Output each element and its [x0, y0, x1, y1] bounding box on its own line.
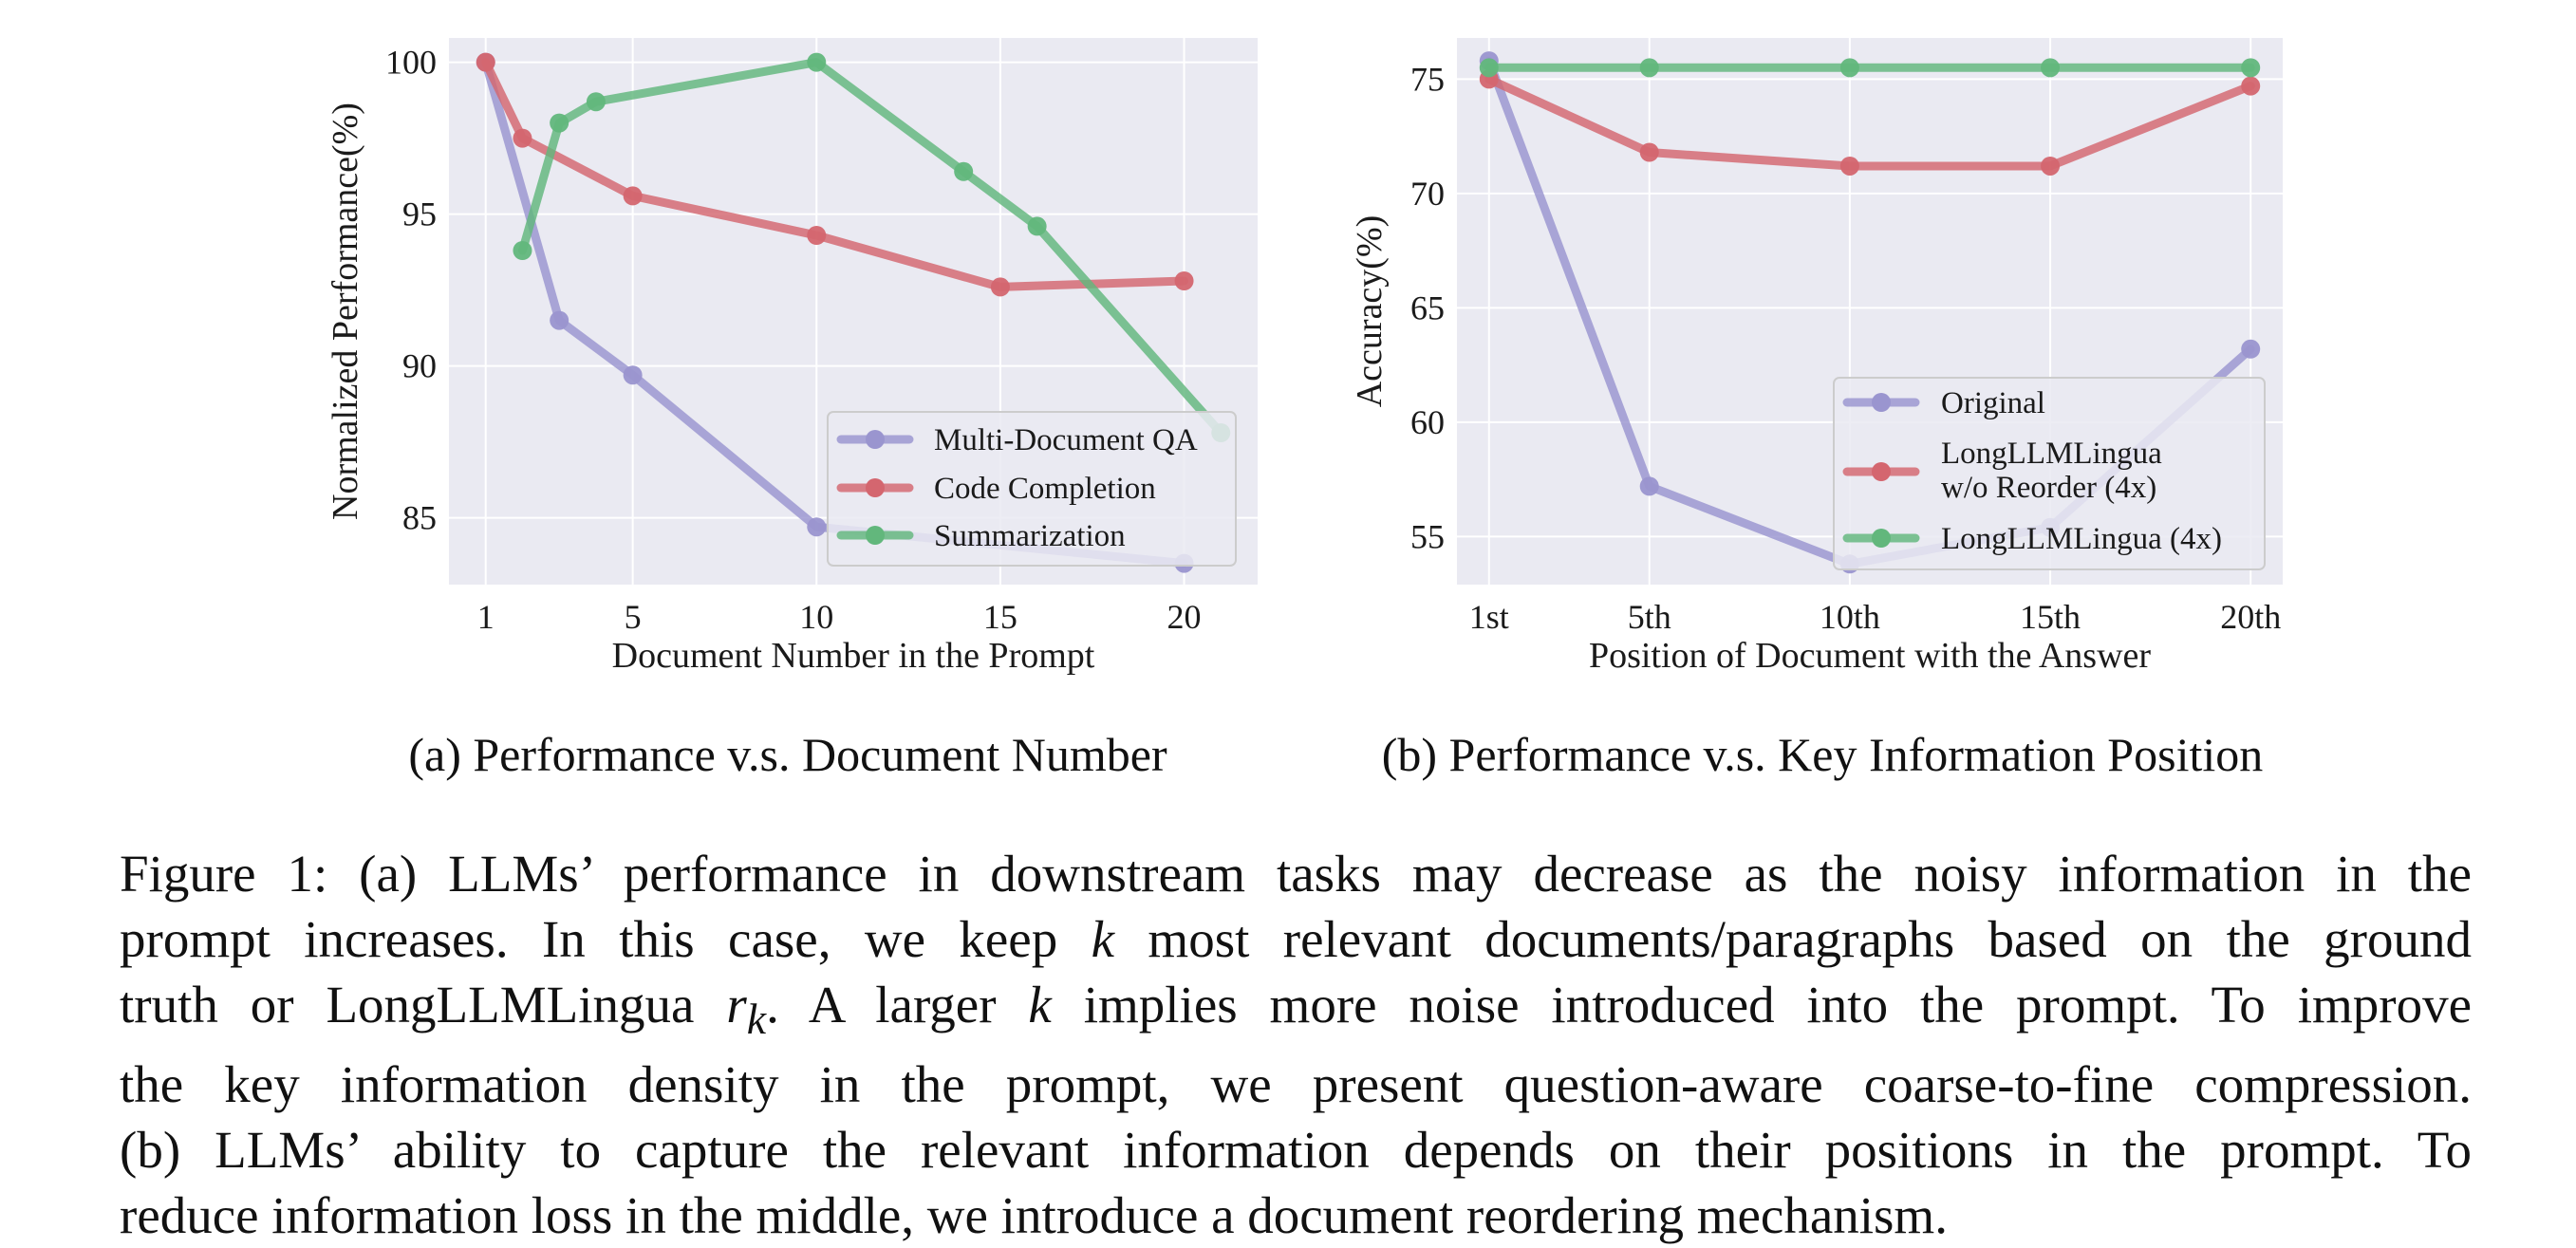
data-point: [513, 241, 532, 260]
caption-text: prompt increases. In this case, we keep: [120, 910, 1092, 968]
data-point: [807, 226, 827, 245]
caption-text: implies more noise introduced into the p…: [1051, 976, 2472, 1034]
subcaption: (b) Performance v.s. Key Information Pos…: [1382, 728, 2264, 781]
caption-line: truth or LongLLMLingua rk. A larger k im…: [120, 972, 2472, 1052]
x-tick-label: 20: [1167, 598, 1202, 636]
legend-label: Multi-Document QA: [934, 423, 1198, 457]
data-point: [623, 186, 643, 206]
chart-b: 55 60 65 70 75 1st 5th 10th 15th 20th Position of …: [1350, 38, 2283, 781]
legend-marker: [866, 430, 885, 449]
data-point: [2241, 76, 2261, 96]
x-tick-label: 10th: [1820, 598, 1880, 636]
y-tick-label: 65: [1410, 289, 1445, 326]
x-tick-label: 20th: [2220, 598, 2281, 636]
data-point: [1639, 58, 1659, 78]
y-tick-label: 55: [1410, 517, 1445, 555]
y-tick-label: 85: [402, 499, 437, 537]
data-point: [807, 517, 827, 537]
data-point: [2041, 156, 2061, 176]
data-point: [1027, 216, 1047, 236]
caption-math-k: k: [1028, 976, 1052, 1034]
x-tick-label: 5: [625, 598, 642, 636]
caption-text: . A larger: [766, 976, 1029, 1034]
x-axis-label: Position of Document with the Answer: [1589, 636, 2151, 676]
legend-label: LongLLMLingua w/o Reorder (4x): [1941, 437, 2162, 505]
legend-label-line: w/o Reorder (4x): [1941, 471, 2156, 505]
y-tick-label: 60: [1410, 403, 1445, 441]
data-point: [954, 161, 974, 181]
legend-label: LongLLMLingua (4x): [1941, 522, 2222, 556]
subcaption: (a) Performance v.s. Document Number: [408, 728, 1167, 781]
caption-line: Figure 1: (a) LLMs’ performance in downs…: [120, 845, 2472, 903]
caption-text: truth or LongLLMLingua: [120, 976, 727, 1034]
legend-box: [1833, 377, 2266, 570]
y-tick-label: 75: [1410, 60, 1445, 98]
x-tick-label: 15th: [2020, 598, 2081, 636]
y-tick-label: 100: [385, 44, 437, 82]
caption-math-sub-k: k: [746, 995, 767, 1043]
y-axis-label: Normalized Performance(%): [326, 102, 365, 520]
data-point: [2241, 58, 2261, 78]
caption-line: (b) LLMs’ ability to capture the relevan…: [120, 1121, 2472, 1179]
legend-marker: [1872, 393, 1891, 412]
data-point: [2241, 339, 2261, 359]
data-point: [550, 310, 569, 330]
legend: Multi-Document QA Code Completion Summariz…: [827, 411, 1237, 567]
data-point: [550, 113, 569, 133]
legend-marker: [866, 526, 885, 545]
caption-line: reduce information loss in the middle, w…: [120, 1186, 1948, 1244]
figure-caption: Figure 1: (a) LLMs’ performance in downs…: [120, 841, 2472, 1248]
x-tick-label: 1st: [1469, 598, 1509, 636]
caption-text: most relevant documents/paragraphs based…: [1114, 910, 2472, 968]
data-point: [1479, 58, 1499, 78]
data-point: [476, 52, 495, 72]
legend-marker: [866, 478, 885, 497]
legend-label: Original: [1941, 386, 2045, 420]
data-point: [1639, 142, 1659, 162]
data-point: [1839, 156, 1859, 176]
x-tick-label: 5th: [1628, 598, 1671, 636]
legend-label-line: LongLLMLingua: [1941, 437, 2162, 471]
x-tick-label: 10: [799, 598, 833, 636]
series-line: [481, 58, 1188, 291]
y-tick-label: 70: [1410, 175, 1445, 213]
y-axis-label: Accuracy(%): [1350, 215, 1390, 408]
legend-marker: [1872, 529, 1891, 548]
legend-box: [827, 411, 1237, 567]
caption-math-r: r: [726, 976, 747, 1034]
data-point: [2041, 58, 2061, 78]
y-tick-label: 90: [402, 347, 437, 385]
data-point: [807, 52, 827, 72]
data-point: [990, 277, 1010, 297]
x-tick-label: 1: [477, 598, 495, 636]
legend-label: Code Completion: [934, 472, 1156, 506]
x-axis-label: Document Number in the Prompt: [612, 636, 1095, 676]
caption-line: prompt increases. In this case, we keep …: [120, 906, 2472, 972]
data-point: [513, 128, 532, 148]
y-tick-label: 95: [402, 196, 437, 233]
legend-marker: [1872, 462, 1891, 481]
caption-line: the key information density in the promp…: [120, 1055, 2472, 1113]
data-point: [586, 92, 606, 112]
caption-math-k: k: [1091, 910, 1115, 968]
data-point: [1174, 271, 1194, 290]
legend-label: Summarization: [934, 519, 1126, 553]
x-tick-label: 15: [983, 598, 1017, 636]
data-point: [1839, 58, 1859, 78]
data-point: [1639, 476, 1659, 496]
data-point: [623, 365, 643, 385]
